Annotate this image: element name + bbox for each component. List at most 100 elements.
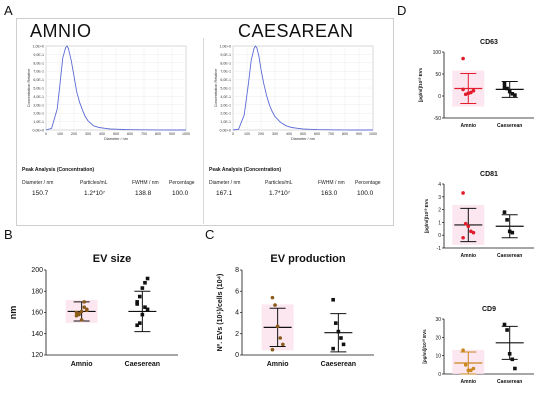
caesarean-peak-title: Peak Analysis (Concentration) [209,167,282,173]
amnio-particles-value: 1.2*10⁷ [84,190,106,197]
ev-size-category-label: Amnio [71,361,93,368]
ev-production-point-caeserean [331,346,335,351]
cd63-ytick-label: 50 [435,72,441,78]
cd9-point-amnio [463,363,468,367]
cd63-point-caeserean [510,92,515,96]
cd9-point-caeserean [513,366,517,371]
caesarean-header-percentage: Percentage [355,180,381,186]
cd9-point-amnio [471,366,476,371]
cd63-ytick-label: 0 [438,94,441,100]
cd81-ytick-label: 1 [438,220,441,226]
cd63-ytick-label: 100 [433,50,442,56]
ev-size-point-caeserean [135,323,139,328]
cd63-point-caeserean [502,81,507,86]
cd63-point-amnio [471,88,476,93]
cd81-point-caeserean [505,218,509,222]
ev-size-point-amnio [85,308,89,313]
cd81-ytick-label: -1 [437,246,442,252]
cd81-ytick-label: 2 [438,208,441,214]
caesarean-ytick-label: 7,0E-1 [220,70,231,74]
cd81-ytick-label: 4 [438,182,441,188]
cd9-ytick-label: 10 [435,354,441,360]
caesarean-xtick-label: 800 [342,132,348,136]
ev-production-point-caeserean [331,297,335,302]
ev-size-point-caeserean [137,294,142,299]
cd81-point-caeserean [502,210,507,214]
amnio-ytick-label: 2,0E-1 [33,112,44,116]
cd9-ytick-label: 0 [438,372,441,378]
ev-size-point-amnio [82,300,87,304]
amnio-xtick-label: 900 [169,132,175,136]
ev-size-point-amnio [79,309,84,314]
cd63-point-amnio [461,56,465,61]
cd63-category-label: Caeserean [497,123,522,129]
cd9-point-amnio [466,368,471,373]
cd63-ytick-label: -50 [434,116,441,122]
amnio-ytick-label: 4,0E-1 [33,95,44,99]
caesarean-header-fwhm: FWHM / nm [318,180,345,186]
ev-production-point-amnio [273,303,277,307]
caesarean-xtick-label: 500 [300,132,306,136]
cd81-title: CD81 [480,171,498,178]
ev-size-point-caeserean [140,312,145,317]
amnio-header-fwhm: FWHM / nm [132,180,159,186]
cd9-category-label: Amnio [461,379,477,385]
amnio-xtick-label: 0 [45,132,47,136]
ev-production-point-amnio [270,295,275,300]
cd9-point-caeserean [502,322,507,327]
cd63-point-caeserean [505,86,509,91]
ev-size-point-caeserean [140,286,145,290]
cd9-ylabel: [pg/ml]/10¹⁰ EVs [422,329,427,364]
ev-production-point-caeserean [341,342,346,347]
ev-size-point-caeserean [135,302,139,306]
amnio-xtick-label: 1000 [182,132,190,136]
ev-production-ytick-label: 8 [235,267,239,274]
ev-production-point-caeserean [339,336,343,340]
cd81-point-amnio [461,191,465,195]
cd81-point-amnio [463,221,468,226]
cd9-point-caeserean [510,357,515,362]
ev-size-point-caeserean [145,276,150,281]
cd63-ylabel: [pg/ml]/10¹⁰ EVs [418,67,423,102]
amnio-ytick-label: 6,0E-1 [33,78,44,82]
caesarean-xtick-label: 700 [328,132,334,136]
cd81-point-caeserean [507,229,512,234]
amnio-ytick-label: 0,0E+0 [33,129,45,133]
amnio-header-diameter: Diameter / nm [22,180,54,186]
cd63-point-amnio [469,90,473,95]
cd63-title: CD63 [480,39,498,46]
caesarean-ylabel: Concentration Relative [214,69,218,107]
cd81-ytick-label: 3 [438,195,441,201]
ev-size-ylabel: nm [8,306,18,320]
caesarean-ytick-label: 4,0E-1 [220,95,231,99]
ev-production-ylabel: Nº. EVs (10⁵)/cells (10⁴) [217,274,224,352]
cd81-point-amnio [461,235,465,240]
ev-production-point-caeserean [333,321,338,325]
ev-size-title: EV size [93,253,132,265]
ev-size-point-caeserean [135,300,139,304]
caesarean-xtick-label: 100 [244,132,250,136]
cd63-point-caeserean [502,85,507,89]
ev-size-point-caeserean [137,321,142,325]
amnio-ytick-label: 8,0E-1 [33,61,44,65]
ev-production-ytick-label: 0 [235,352,239,359]
ev-size-point-amnio [79,318,84,322]
panel-label-d: D [397,3,407,18]
amnio-percentage-value: 100.0 [172,190,189,197]
cd63-point-amnio [461,87,465,92]
ev-production-title: EV production [270,253,345,265]
amnio-ytick-label: 7,0E-1 [33,70,44,74]
caesarean-xlabel: Diameter / nm [291,137,315,141]
caesarean-diameter-value: 167.1 [216,190,233,197]
amnio-title: AMNIO [30,21,92,41]
ev-size-ytick-label: 180 [31,288,43,295]
caesarean-particles-value: 1.7*10⁷ [269,190,291,197]
caesarean-header-particles: Particles/mL [265,180,293,186]
amnio-ytick-label: 9,0E-1 [33,53,44,57]
cd81-ylabel: [pg/ml]/10¹⁰ EVs [424,198,429,233]
caesarean-ytick-label: 9,0E-1 [220,53,231,57]
cd9-ytick-label: 20 [435,335,441,341]
amnio-peak-title: Peak Analysis (Concentration) [22,167,95,173]
cd63-point-caeserean [507,89,512,94]
